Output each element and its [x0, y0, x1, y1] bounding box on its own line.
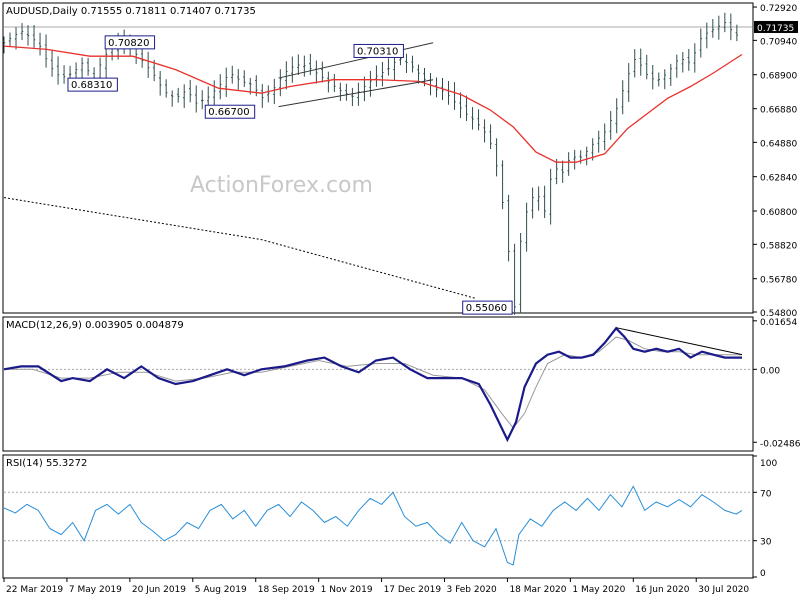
rsi-axis-tick: 30 [760, 538, 772, 548]
macd-panel [2, 316, 754, 452]
price-annotation-box [104, 35, 156, 50]
x-axis-tick-label: 5 Aug 2019 [195, 585, 247, 595]
macd-title: MACD(12,26,9) 0.003905 0.004879 [6, 320, 184, 331]
price-axis-tick: 0.54800 [760, 309, 797, 319]
rsi-axis-tick: 70 [760, 489, 772, 499]
x-axis-tick-label: 17 Dec 2019 [384, 585, 442, 595]
price-annotation-box [67, 77, 118, 92]
x-axis-tick-label: 18 Mar 2020 [509, 585, 566, 595]
price-annotation-label: 0.66700 [208, 107, 249, 118]
x-axis-tick-label: 30 Jul 2020 [698, 585, 749, 595]
watermark: ActionForex.com [190, 173, 373, 198]
short-moving-average [3, 45, 743, 163]
macd-axis-tick: 0.01654 [760, 318, 797, 328]
macd-trendline [616, 327, 743, 356]
price-axis-tick: 0.58820 [760, 241, 797, 251]
price-axis-tick: 0.70940 [760, 37, 797, 47]
macd-axis-tick: -0.02486 [760, 439, 800, 449]
price-annotation-box [462, 300, 513, 315]
price-axis-tick: 0.60800 [760, 208, 797, 218]
price-axis-tick: 0.56780 [760, 276, 797, 286]
price-axis-tick: 0.72920 [760, 4, 797, 14]
price-axis-tick: 0.66880 [760, 106, 797, 116]
price-annotation-label: 0.70310 [357, 46, 398, 57]
last-price-label: 0.71735 [757, 24, 794, 34]
rsi-title: RSI(14) 55.3272 [6, 458, 87, 469]
price-annotation-box [353, 43, 404, 58]
rsi-line [3, 485, 743, 566]
x-axis-tick-label: 20 Jun 2019 [132, 585, 186, 595]
x-axis-tick-label: 16 Jun 2020 [635, 585, 689, 595]
x-axis-tick-label: 22 Mar 2019 [6, 585, 63, 595]
macd-line [3, 326, 742, 443]
last-price-marker [754, 20, 798, 33]
x-axis-tick-label: 1 Nov 2019 [321, 585, 373, 595]
rsi-panel [2, 454, 754, 579]
rsi-axis-tick: 0 [760, 569, 766, 579]
channel-trendline-1 [278, 79, 434, 108]
axes-group: 0.72920 0.70940 0.68900 0.66880 0.64880 0.628… [3, 4, 800, 595]
rsi-axis-tick: 100 [760, 459, 777, 469]
price-annotation-box [204, 104, 256, 119]
x-axis-tick-label: 18 Sep 2019 [258, 585, 315, 595]
price-axis-tick: 0.64880 [760, 139, 797, 149]
price-title: AUDUSD,Daily 0.71555 0.71811 0.71407 0.7… [6, 6, 256, 17]
long-moving-average [3, 197, 477, 299]
x-axis-tick-label: 3 Feb 2020 [447, 585, 498, 595]
macd-signal-line [4, 336, 742, 429]
price-series-group: 0.70820 0.68310 0.66700 0.70310 0.55060 [2, 12, 752, 315]
x-axis-tick-label: 7 May 2019 [69, 585, 122, 595]
price-annotation-label: 0.55060 [466, 303, 507, 314]
price-axis-tick: 0.62840 [760, 174, 797, 184]
channel-trendline-0 [278, 42, 434, 79]
price-axis-tick: 0.68900 [760, 72, 797, 82]
macd-series-group [3, 326, 752, 443]
x-axis-tick-label: 1 May 2020 [572, 585, 625, 595]
rsi-series-group [3, 485, 752, 566]
macd-axis-tick: 0.00 [760, 366, 780, 376]
price-annotation-label: 0.68310 [71, 80, 112, 91]
price-annotation-label: 0.70820 [108, 38, 149, 49]
